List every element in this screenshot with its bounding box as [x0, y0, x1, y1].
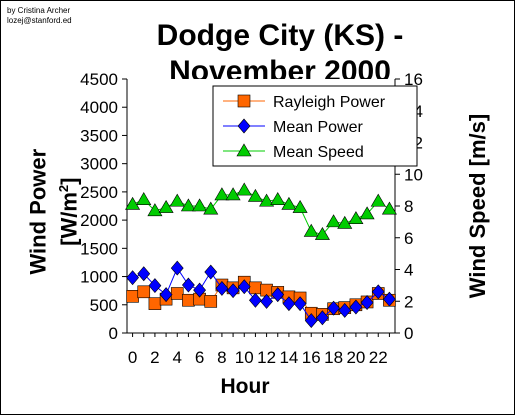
- data-point-mean-speed: [370, 193, 386, 207]
- legend-entry: Mean Speed: [273, 144, 364, 161]
- data-point-mean-speed: [303, 223, 319, 237]
- data-point-mean-power: [360, 295, 374, 310]
- y-left-tick-label: 3500: [80, 126, 118, 145]
- data-point-mean-speed: [225, 187, 241, 201]
- data-point-rayleigh-power: [126, 290, 139, 303]
- x-tick-label: 18: [324, 348, 343, 367]
- x-tick-label: 6: [195, 348, 204, 367]
- y-left-tick-label: 500: [90, 296, 118, 315]
- data-point-mean-speed: [125, 196, 141, 210]
- data-point-mean-power: [226, 283, 240, 299]
- y-right-tick-label: 6: [404, 229, 413, 248]
- data-point-rayleigh-power: [204, 295, 218, 308]
- x-tick-label: 14: [279, 348, 298, 367]
- data-point-mean-power: [282, 296, 296, 312]
- data-point-mean-power: [327, 300, 340, 316]
- data-point-mean-power: [215, 280, 229, 296]
- data-point-mean-speed: [337, 215, 353, 229]
- data-point-mean-power: [271, 287, 285, 303]
- data-point-mean-speed: [292, 199, 308, 213]
- x-tick-label: 16: [302, 348, 321, 367]
- data-point-mean-speed: [270, 192, 286, 205]
- credit-author: by Cristina Archer: [7, 6, 71, 15]
- data-point-mean-speed: [147, 203, 163, 217]
- x-tick-label: 22: [369, 348, 388, 367]
- y-right-tick-label: 0: [404, 324, 413, 343]
- data-point-mean-speed: [281, 196, 297, 210]
- x-tick-label: 12: [257, 348, 276, 367]
- x-tick-label: 20: [346, 348, 365, 367]
- data-point-mean-speed: [314, 226, 330, 240]
- data-point-mean-power: [371, 284, 385, 300]
- data-point-mean-power: [338, 302, 352, 318]
- data-point-mean-power: [193, 282, 206, 298]
- credit-email: lozej@stanford.ed: [7, 16, 72, 25]
- data-point-mean-speed: [203, 201, 219, 215]
- data-point-rayleigh-power: [148, 297, 162, 310]
- data-point-mean-power: [137, 266, 151, 282]
- data-point-mean-speed: [348, 211, 364, 224]
- chart-title-line-1: Dodge City (KS) -: [156, 19, 404, 52]
- x-axis-label: Hour: [220, 375, 270, 398]
- y-left-tick-label: 0: [109, 324, 118, 343]
- data-point-mean-speed: [158, 199, 174, 213]
- data-point-rayleigh-power: [182, 293, 195, 307]
- data-point-mean-speed: [214, 187, 230, 201]
- y-left-tick-label: 2000: [80, 211, 118, 230]
- data-point-mean-power: [383, 291, 396, 307]
- data-point-rayleigh-power: [170, 287, 184, 300]
- y-right-tick-label: 16: [404, 70, 423, 89]
- y-left-tick-label: 2500: [80, 183, 118, 202]
- data-point-mean-speed: [192, 198, 208, 212]
- data-point-mean-speed: [236, 182, 252, 196]
- x-tick-label: 0: [128, 348, 137, 367]
- legend-entry: Rayleigh Power: [273, 94, 386, 111]
- data-point-mean-power: [260, 293, 273, 309]
- legend-marker: [237, 94, 251, 108]
- data-point-mean-speed: [247, 188, 263, 202]
- data-point-mean-speed: [259, 193, 275, 207]
- data-point-mean-speed: [136, 192, 152, 205]
- data-point-mean-power: [126, 270, 139, 286]
- data-point-mean-speed: [169, 193, 185, 207]
- data-point-mean-power: [249, 292, 262, 308]
- data-point-rayleigh-power: [137, 285, 151, 299]
- x-tick-label: 8: [217, 348, 226, 367]
- y-left-tick-label: 3000: [80, 155, 118, 174]
- data-point-mean-power: [293, 296, 307, 312]
- data-point-mean-speed: [359, 206, 375, 220]
- data-point-rayleigh-power: [249, 281, 262, 295]
- legend-marker: [236, 143, 252, 157]
- data-point-mean-power: [159, 287, 173, 303]
- data-point-mean-speed: [381, 201, 397, 215]
- data-point-mean-speed: [326, 214, 342, 228]
- data-point-mean-speed: [180, 198, 196, 212]
- x-tick-label: 4: [173, 348, 182, 367]
- y-right-tick-label: 4: [404, 261, 413, 280]
- data-point-mean-power: [316, 310, 329, 326]
- y-left-tick-label: 4000: [80, 98, 118, 117]
- y-left-tick-label: 1500: [80, 239, 118, 258]
- data-point-mean-power: [204, 264, 218, 280]
- y-left-tick-label: 1000: [80, 268, 118, 287]
- y-right-tick-label: 2: [404, 292, 413, 311]
- data-point-mean-power: [170, 260, 184, 276]
- legend-marker: [237, 118, 251, 134]
- data-point-mean-power: [182, 277, 195, 293]
- data-point-mean-power: [304, 313, 318, 329]
- legend-entry: Mean Power: [273, 119, 363, 136]
- data-point-mean-power: [237, 279, 251, 295]
- x-tick-label: 10: [235, 348, 254, 367]
- data-point-mean-power: [148, 278, 162, 294]
- y-right-tick-label: 8: [404, 197, 413, 216]
- y-left-tick-label: 4500: [80, 70, 118, 89]
- x-tick-label: 2: [150, 348, 159, 367]
- data-point-mean-power: [349, 299, 363, 315]
- y-right-tick-label: 10: [404, 165, 423, 184]
